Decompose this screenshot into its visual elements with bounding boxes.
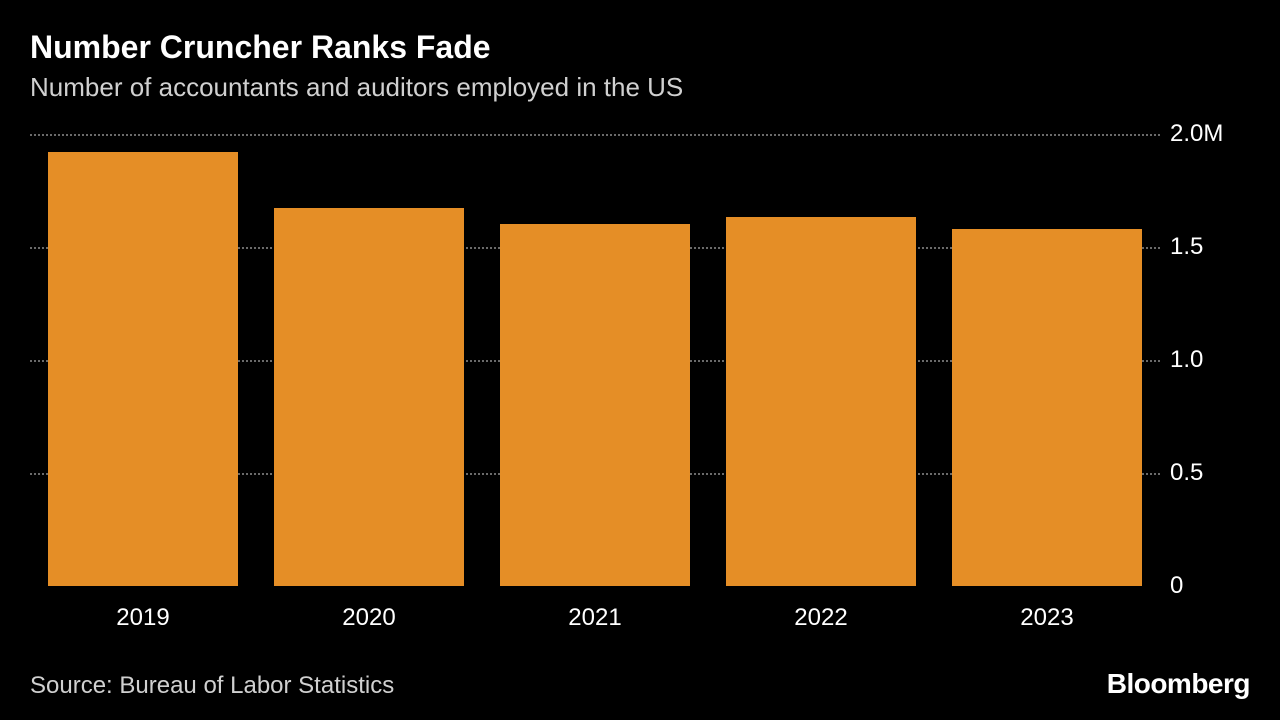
chart-subtitle: Number of accountants and auditors emplo… bbox=[30, 72, 1250, 103]
y-axis-label: 0.5 bbox=[1170, 459, 1203, 487]
y-axis-label: 2.0M bbox=[1170, 120, 1223, 148]
chart-header: Number Cruncher Ranks Fade Number of acc… bbox=[30, 28, 1250, 104]
x-axis-label: 2021 bbox=[482, 604, 708, 632]
bar-slot bbox=[482, 134, 708, 586]
x-axis-label: 2019 bbox=[30, 604, 256, 632]
plot-area bbox=[30, 134, 1160, 586]
y-axis-label: 0 bbox=[1170, 572, 1183, 600]
y-axis-label: 1.5 bbox=[1170, 233, 1203, 261]
chart-area: 00.51.01.52.0M bbox=[30, 134, 1250, 586]
brand-logo: Bloomberg bbox=[1107, 668, 1250, 700]
y-axis: 00.51.01.52.0M bbox=[1160, 134, 1250, 586]
bar bbox=[952, 229, 1142, 586]
x-axis-label: 2023 bbox=[934, 604, 1160, 632]
bar bbox=[726, 217, 916, 586]
bar bbox=[48, 152, 238, 586]
bar-slot bbox=[30, 134, 256, 586]
bars-group bbox=[30, 134, 1160, 586]
y-axis-label: 1.0 bbox=[1170, 346, 1203, 374]
bar-slot bbox=[934, 134, 1160, 586]
x-axis-label: 2020 bbox=[256, 604, 482, 632]
chart-container: Number Cruncher Ranks Fade Number of acc… bbox=[0, 0, 1280, 720]
bar-slot bbox=[708, 134, 934, 586]
x-axis-labels: 20192020202120222023 bbox=[30, 604, 1160, 632]
bar-slot bbox=[256, 134, 482, 586]
x-axis-label: 2022 bbox=[708, 604, 934, 632]
bar bbox=[274, 208, 464, 586]
chart-title: Number Cruncher Ranks Fade bbox=[30, 28, 1250, 66]
source-text: Source: Bureau of Labor Statistics bbox=[30, 672, 394, 700]
bar bbox=[500, 224, 690, 586]
chart-footer: Source: Bureau of Labor Statistics Bloom… bbox=[30, 668, 1250, 700]
x-axis: 20192020202120222023 bbox=[30, 604, 1250, 632]
